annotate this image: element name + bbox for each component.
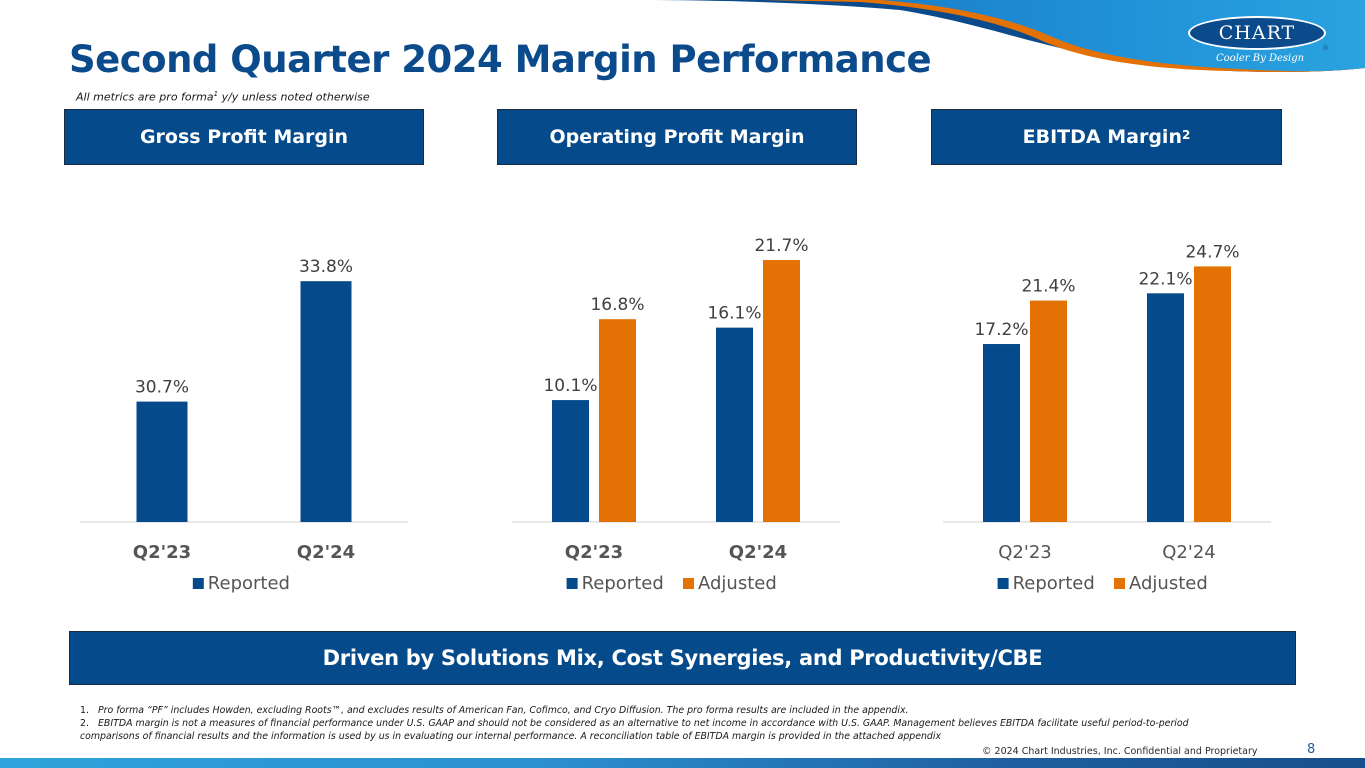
legend-swatch [1114,578,1125,589]
section-header-ebitda: EBITDA Margin 2 [931,109,1282,165]
footnote-text: comparisons of financial results and the… [80,731,942,742]
copyright-notice: © 2024 Chart Industries, Inc. Confidenti… [982,746,1258,757]
logo-oval: CHART [1188,16,1326,50]
section-footnote-ref: 2 [1181,128,1191,142]
data-label: 21.4% [1021,277,1075,297]
footnote-2: 2. EBITDA margin is not a measures of fin… [80,717,1310,730]
legend-swatch [192,578,204,589]
chart-gross-profit-margin: 30.7% Q2'23 33.8% Q2'24 Reported [80,257,408,594]
x-tick-label: Q2'23 [998,542,1051,563]
footnote-text: Pro forma “PF” includes Howden, excludin… [98,705,909,716]
section-label: Gross Profit Margin [139,126,349,148]
bar-reported-1 [300,281,352,522]
section-label: EBITDA Margin [1022,126,1182,148]
data-label: 16.8% [590,295,644,315]
logo-tagline: Cooler By Design [1216,53,1305,64]
chart-logo: CHART ® Cooler By Design [1188,16,1329,66]
x-tick-label: Q2'24 [729,542,787,563]
subtitle-text-end: y/y unless noted otherwise [218,90,370,104]
data-label: 21.7% [754,236,808,256]
legend-swatch [566,578,578,589]
data-label: 16.1% [707,304,761,324]
legend-item-reported: Reported [192,573,290,594]
subtitle-footnote-ref: 1 [213,90,219,98]
section-header-operating-profit: Operating Profit Margin [497,109,857,165]
page-number: 8 [1307,742,1316,757]
legend-item-adjusted: Adjusted [1114,573,1208,594]
data-label: 30.7% [135,378,189,398]
bar-adjusted-1 [763,260,800,522]
x-tick-label: Q2'23 [133,542,191,563]
data-label: 10.1% [543,376,597,396]
legend-swatch [997,578,1009,589]
data-label: 22.1% [1138,269,1192,289]
data-label: 24.7% [1185,242,1239,262]
page-title: Second Quarter 2024 Margin Performance [69,38,932,81]
subtitle-text: All metrics are pro forma [76,90,214,104]
subtitle: All metrics are pro forma1 y/y unless no… [76,90,370,104]
legend-swatch [683,578,694,589]
banner-text: Driven by Solutions Mix, Cost Synergies,… [322,646,1043,670]
chart-operating-profit-margin: 10.1% 16.8% Q2'23 16.1% 21.7% Q2'24 Reported Ad… [512,236,840,594]
footnote-number: 1. [80,705,89,716]
bar-reported-0 [552,400,589,522]
footnotes: 1. Pro forma “PF” includes Howden, exclud… [80,704,1310,743]
bar-adjusted-1 [1194,266,1231,522]
footnote-text: EBITDA margin is not a measures of finan… [98,718,1189,729]
bar-adjusted-0 [599,319,636,522]
bar-adjusted-0 [1030,300,1067,522]
legend-label: Reported [582,573,664,594]
data-label: 17.2% [974,320,1028,340]
summary-banner: Driven by Solutions Mix, Cost Synergies,… [69,631,1296,685]
bar-reported-1 [1147,293,1184,522]
footnote-number: 2. [80,718,89,729]
data-label: 33.8% [299,257,353,277]
legend-label: Reported [1013,573,1095,594]
legend-label: Reported [208,573,290,594]
legend-label: Adjusted [698,573,777,594]
footnote-2-continued: comparisons of financial results and the… [80,730,1310,743]
x-tick-label: Q2'23 [565,542,623,563]
x-tick-label: Q2'24 [1162,542,1215,563]
chart-ebitda-margin: 17.2% 21.4% Q2'23 22.1% 24.7% Q2'24 Reported Ad… [943,242,1271,594]
footer-bar [0,758,1365,768]
legend-item-adjusted: Adjusted [683,573,777,594]
footnote-1: 1. Pro forma “PF” includes Howden, exclud… [80,704,1310,717]
legend-item-reported: Reported [566,573,664,594]
bar-reported-1 [716,327,753,522]
bar-reported-0 [983,344,1020,522]
x-tick-label: Q2'24 [297,542,355,563]
section-label: Operating Profit Margin [549,126,805,148]
bar-reported-0 [136,401,188,522]
logo-wordmark: CHART [1218,22,1296,44]
legend-label: Adjusted [1129,573,1208,594]
legend-item-reported: Reported [997,573,1095,594]
section-header-gross-profit: Gross Profit Margin [64,109,424,165]
logo-registered-mark: ® [1322,44,1329,52]
